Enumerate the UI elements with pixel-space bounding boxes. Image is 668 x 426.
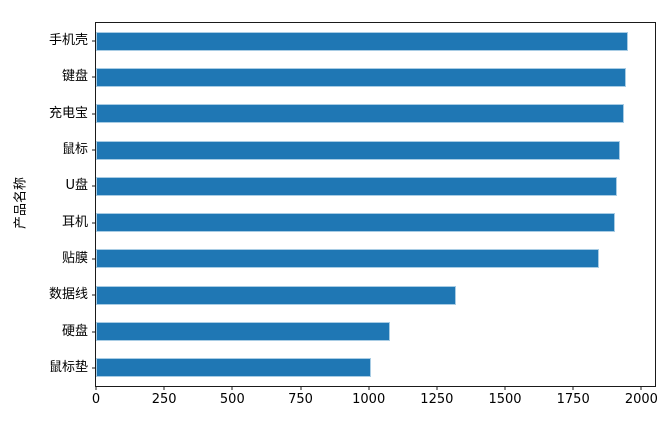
x-tick-mark <box>368 386 370 390</box>
bar-8 <box>96 285 456 305</box>
x-tick-label: 1250 <box>420 392 454 407</box>
x-tick-label: 750 <box>288 392 313 407</box>
y-tick-mark <box>92 258 96 260</box>
y-tick-label: 充电宝 <box>48 105 88 121</box>
y-tick-mark <box>92 222 96 224</box>
y-tick-mark <box>92 149 96 151</box>
y-tick-mark <box>92 367 96 369</box>
x-tick-label: 250 <box>151 392 177 407</box>
x-tick-mark <box>163 386 165 390</box>
y-tick-mark <box>92 113 96 115</box>
x-tick-label: 2000 <box>624 392 658 407</box>
y-tick-label: 手机壳 <box>48 33 88 49</box>
x-tick-mark <box>300 386 301 390</box>
bar-1 <box>96 31 628 51</box>
y-tick-label: 鼠标 <box>61 142 88 158</box>
y-tick-label: 数据线 <box>48 287 88 303</box>
x-tick-mark <box>231 386 233 390</box>
y-tick-mark <box>92 76 96 78</box>
y-tick-mark <box>92 331 96 333</box>
x-tick-mark <box>504 386 506 390</box>
x-tick-label: 0 <box>91 392 101 407</box>
bar-4 <box>96 140 620 160</box>
y-tick-label: 硬盘 <box>61 323 88 339</box>
x-tick-mark <box>640 386 642 390</box>
bar-10 <box>96 358 372 378</box>
y-tick-label: 耳机 <box>61 214 88 230</box>
y-tick-mark <box>92 185 96 187</box>
x-tick-label: 1750 <box>556 392 590 407</box>
y-tick-mark <box>92 294 96 296</box>
bar-9 <box>96 322 391 342</box>
x-tick-label: 500 <box>219 392 245 407</box>
x-tick-label: 1500 <box>488 392 522 407</box>
x-tick-label: 1000 <box>352 392 386 407</box>
x-tick-mark <box>95 386 97 390</box>
bar-5 <box>96 176 617 196</box>
y-axis-label: 产品名称 <box>13 176 29 230</box>
x-tick-mark <box>572 386 574 390</box>
x-tick-mark <box>436 386 438 390</box>
y-tick-label: 键盘 <box>61 69 88 85</box>
y-tick-label: 贴膜 <box>61 251 88 267</box>
bar-7 <box>96 249 600 269</box>
bar-2 <box>96 67 627 87</box>
y-tick-mark <box>92 40 96 42</box>
y-tick-label: 鼠标垫 <box>48 360 88 376</box>
y-tick-label: U盘 <box>65 178 88 194</box>
bar-3 <box>96 104 624 124</box>
bar-6 <box>96 213 616 233</box>
plot-area: 手机壳键盘充电宝鼠标 U盘耳机贴膜数据线硬盘鼠标垫 0 250 500 750 1000 12… <box>49 22 658 406</box>
